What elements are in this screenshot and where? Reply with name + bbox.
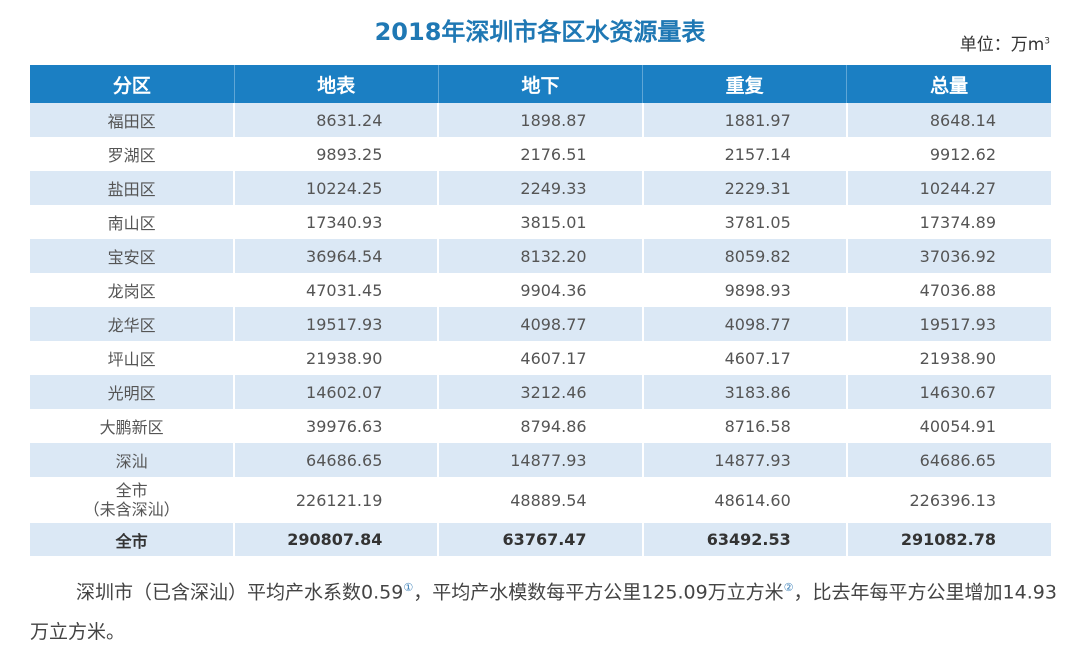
note-text-3: ，比去年每平方公里增加14.93万立方米。 <box>30 581 1057 644</box>
table-cell: 37036.92 <box>845 239 1051 273</box>
table-cell: 9912.62 <box>845 137 1051 171</box>
table-cell: 龙岗区 <box>107 282 156 301</box>
footnote-marker-2: ② <box>783 581 794 594</box>
table-cell: 14877.93 <box>641 443 847 477</box>
table-row: 大鹏新区 39976.63 8794.86 8716.58 40054.91 <box>30 409 1051 443</box>
table-row: 南山区 17340.93 3815.01 3781.05 17374.89 <box>30 205 1051 239</box>
column-header: 重复 <box>642 65 847 103</box>
table-cell: 48889.54 <box>437 477 643 523</box>
table-cell: 2157.14 <box>641 137 847 171</box>
table-row: 深汕 64686.65 14877.93 14877.93 64686.65 <box>30 443 1051 477</box>
table-cell: 36964.54 <box>233 239 439 273</box>
table-cell: 291082.78 <box>845 523 1051 556</box>
table-title: 2018年深圳市各区水资源量表 <box>374 18 706 46</box>
table-cell: 1898.87 <box>437 103 643 137</box>
table-cell: 坪山区 <box>107 350 156 369</box>
table-cell: 17340.93 <box>233 205 439 239</box>
table-cell: 21938.90 <box>845 341 1051 375</box>
table-cell: 64686.65 <box>845 443 1051 477</box>
table-cell: 9893.25 <box>233 137 439 171</box>
table-cell: 龙华区 <box>30 307 235 341</box>
table-row: 全市 290807.84 63767.47 63492.53 291082.78 <box>30 523 1051 556</box>
table-row: 宝安区 36964.54 8132.20 8059.82 37036.92 <box>30 239 1051 273</box>
table-cell: 226396.13 <box>845 477 1051 523</box>
table-row: 龙岗区 47031.45 9904.36 9898.93 47036.88 <box>30 273 1051 307</box>
table-cell: 47031.45 <box>233 273 439 307</box>
table-cell: 4607.17 <box>641 341 847 375</box>
table-cell: 21938.90 <box>233 341 439 375</box>
table-cell: 1881.97 <box>641 103 847 137</box>
table-cell: 3183.86 <box>641 375 847 409</box>
unit-superscript: 3 <box>1044 36 1050 47</box>
table-row: 光明区 14602.07 3212.46 3183.86 14630.67 <box>30 375 1051 409</box>
table-cell: 盐田区 <box>30 171 235 205</box>
column-header: 分区 <box>30 65 235 103</box>
table-cell: 40054.91 <box>845 409 1051 443</box>
header-row: 分区 地表 地下 重复 总量 <box>30 65 1051 103</box>
table-cell: 17374.89 <box>845 205 1051 239</box>
table-row: 罗湖区 9893.25 2176.51 2157.14 9912.62 <box>30 137 1051 171</box>
table-cell: 14602.07 <box>233 375 439 409</box>
footnote-paragraph: 深圳市（已含深汕）平均产水系数0.59①，平均产水模数每平方公里125.09万立… <box>30 568 1060 652</box>
table-cell: 19517.93 <box>233 307 439 341</box>
table-cell: 14877.93 <box>437 443 643 477</box>
table-cell: 8794.86 <box>437 409 643 443</box>
table-cell: 大鹏新区 <box>99 418 164 437</box>
cell-text: （未含深汕） <box>83 500 180 519</box>
footnote-marker-1: ① <box>403 581 414 594</box>
note-text-2: ，平均产水模数每平方公里125.09万立方米 <box>413 581 784 604</box>
column-header: 总量 <box>846 65 1051 103</box>
table-cell: 2229.31 <box>641 171 847 205</box>
table-cell: 19517.93 <box>845 307 1051 341</box>
table-cell: 4607.17 <box>437 341 643 375</box>
table-cell: 48614.60 <box>641 477 847 523</box>
table-cell: 9904.36 <box>437 273 643 307</box>
table-cell: 4098.77 <box>437 307 643 341</box>
table-cell: 8716.58 <box>641 409 847 443</box>
unit-text: 单位：万m <box>959 35 1045 55</box>
table-cell: 64686.65 <box>233 443 439 477</box>
table-row: 坪山区 21938.90 4607.17 4607.17 21938.90 <box>30 341 1051 375</box>
table-cell: 9898.93 <box>641 273 847 307</box>
cell-text: 全市 <box>115 481 148 500</box>
table-cell: 全市 <box>30 523 235 556</box>
note-text-1: 深圳市（已含深汕）平均产水系数0.59 <box>76 581 404 604</box>
table-cell: 深汕 <box>30 443 235 477</box>
table-cell: 14630.67 <box>845 375 1051 409</box>
table-cell: 63767.47 <box>437 523 643 556</box>
table-row: 福田区 8631.24 1898.87 1881.97 8648.14 <box>30 103 1051 137</box>
table-row: 全市 （未含深汕） 226121.19 48889.54 48614.60 226396.… <box>30 477 1051 523</box>
table-cell: 10224.25 <box>233 171 439 205</box>
unit-label: 单位：万m3 <box>960 30 1050 55</box>
table-cell: 8631.24 <box>233 103 439 137</box>
table-cell: 2249.33 <box>437 171 643 205</box>
table-cell: 2176.51 <box>437 137 643 171</box>
table-cell: 3815.01 <box>437 205 643 239</box>
table-cell: 福田区 <box>30 103 235 137</box>
table-row: 龙华区 19517.93 4098.77 4098.77 19517.93 <box>30 307 1051 341</box>
table-cell: 8648.14 <box>845 103 1051 137</box>
table-cell: 290807.84 <box>233 523 439 556</box>
column-header: 地表 <box>233 65 439 103</box>
table-cell: 宝安区 <box>30 239 235 273</box>
water-resources-table: 分区 地表 地下 重复 总量 福田区 8631.24 1898.87 1881.97 8648.… <box>30 65 1051 556</box>
table-cell: 8132.20 <box>437 239 643 273</box>
table-cell: 罗湖区 <box>107 146 156 165</box>
table-cell: 3781.05 <box>641 205 847 239</box>
table-cell: 47036.88 <box>845 273 1051 307</box>
table-cell: 226121.19 <box>233 477 439 523</box>
table-cell: 63492.53 <box>641 523 847 556</box>
table-cell: 全市 （未含深汕） <box>30 477 234 523</box>
table-cell: 光明区 <box>30 375 235 409</box>
column-header: 地下 <box>437 65 643 103</box>
table-cell: 南山区 <box>107 214 156 233</box>
table-cell: 8059.82 <box>641 239 847 273</box>
table-cell: 39976.63 <box>233 409 439 443</box>
table-cell: 3212.46 <box>437 375 643 409</box>
table-row: 盐田区 10224.25 2249.33 2229.31 10244.27 <box>30 171 1051 205</box>
table-cell: 4098.77 <box>641 307 847 341</box>
table-cell: 10244.27 <box>845 171 1051 205</box>
